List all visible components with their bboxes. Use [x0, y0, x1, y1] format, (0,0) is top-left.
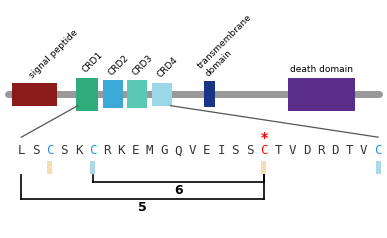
Bar	[90, 161, 95, 174]
Text: R: R	[317, 144, 325, 157]
Text: D: D	[331, 144, 339, 157]
Text: S: S	[231, 144, 239, 157]
Text: V: V	[360, 144, 368, 157]
Text: CRD2: CRD2	[106, 53, 130, 77]
Text: C: C	[260, 144, 268, 157]
Text: T: T	[346, 144, 353, 157]
Text: V: V	[189, 144, 196, 157]
Text: V: V	[289, 144, 296, 157]
Text: R: R	[103, 144, 111, 157]
Text: 5: 5	[138, 201, 147, 214]
Bar	[127, 80, 147, 109]
Text: Q: Q	[175, 144, 182, 157]
Text: K: K	[75, 144, 82, 157]
Text: C: C	[46, 144, 54, 157]
Bar	[47, 161, 52, 174]
Text: G: G	[160, 144, 168, 157]
Bar	[103, 80, 123, 109]
Bar	[204, 81, 215, 107]
Text: S: S	[32, 144, 39, 157]
Text: CRD4: CRD4	[156, 55, 180, 79]
Text: K: K	[117, 144, 125, 157]
Bar	[288, 78, 355, 111]
Text: M: M	[146, 144, 154, 157]
Text: I: I	[217, 144, 225, 157]
Text: death domain: death domain	[290, 64, 353, 74]
Text: C: C	[89, 144, 96, 157]
Text: E: E	[132, 144, 139, 157]
Bar	[152, 83, 172, 106]
Text: T: T	[274, 144, 282, 157]
Text: transmembrane
domain: transmembrane domain	[196, 13, 261, 78]
Text: C: C	[374, 144, 382, 157]
Text: CRD3: CRD3	[131, 53, 155, 77]
Text: L: L	[17, 144, 25, 157]
Text: D: D	[303, 144, 310, 157]
Text: 6: 6	[174, 184, 183, 197]
Text: S: S	[246, 144, 253, 157]
Text: CRD1: CRD1	[81, 50, 105, 75]
Text: E: E	[203, 144, 211, 157]
Text: *: *	[260, 131, 267, 145]
Bar	[12, 83, 57, 106]
Text: signal peptide: signal peptide	[28, 28, 80, 80]
Text: S: S	[60, 144, 68, 157]
Bar	[375, 161, 380, 174]
Bar	[261, 161, 266, 174]
Bar	[76, 78, 98, 111]
